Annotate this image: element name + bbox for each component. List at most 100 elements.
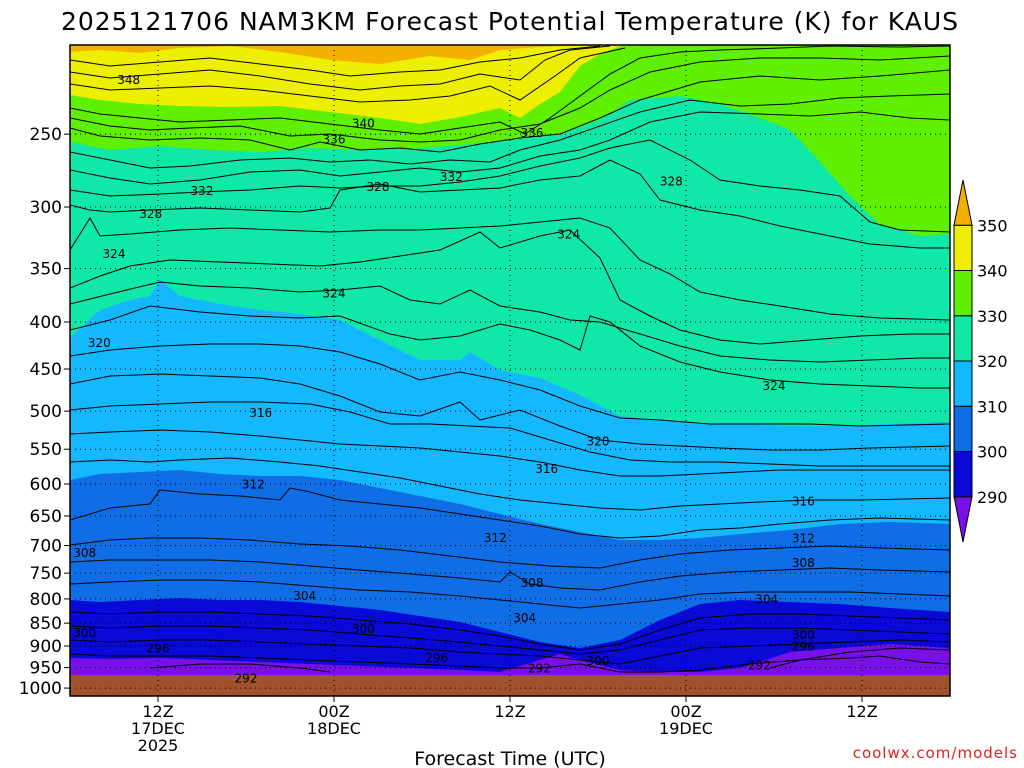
contour-label: 312 [242,477,265,491]
contour-label: 292 [235,671,258,685]
contour-line [70,429,950,477]
contour-line [70,111,950,185]
y-tick-label: 700 [30,537,62,557]
contour-line [70,559,950,591]
contour-line [70,281,950,363]
x-tick-label: 17DEC [131,719,185,738]
y-tick-label: 450 [30,360,62,380]
contour-line [70,487,950,539]
plot-area: 348 340 336 336 332 328 332 328 328 324 324 324 320 3… [70,45,950,696]
contour-label: 316 [535,462,558,476]
contour-line [70,139,950,233]
colorbar-label: 350 [977,216,1008,235]
colorbar-segment [953,224,973,271]
colorbar-segment [953,405,973,452]
x-axis-title: Forecast Time (UTC) [414,748,605,768]
contour-label: 332 [440,170,463,184]
contour-label: 296 [147,642,170,656]
y-tick-label: 800 [30,590,62,610]
x-tick-label: 2025 [138,736,179,755]
contour-label: 316 [249,406,272,420]
y-axis: 250 300 350 400 450 500 550 600 650 700 750 800 850 9… [19,125,70,699]
contour-label: 328 [367,180,390,194]
colorbar-label: 340 [977,262,1008,281]
contour-label: 324 [323,286,346,300]
y-tick-label: 350 [30,260,62,280]
contour-lines [70,45,950,673]
y-tick-label: 400 [30,313,62,333]
contour-label: 324 [763,379,786,393]
contour-labels: 348 340 336 336 332 328 332 328 328 324 324 324 320 3… [73,73,815,686]
contour-label: 304 [513,611,536,625]
contour-label: 348 [117,73,140,87]
contour-line [70,55,950,143]
colorbar-segment [953,360,973,407]
contour-label: 328 [660,174,683,188]
y-tick-label: 650 [30,507,62,527]
contour-line [70,611,950,651]
contour-label: 320 [88,336,111,350]
contour-line [70,401,950,467]
colorbar-label: 310 [977,397,1008,416]
contour-line [70,305,950,389]
colorbar-segment [953,315,973,362]
chart-title: 2025121706 NAM3KM Forecast Potential Tem… [61,7,959,36]
x-tick-label: 00Z [670,702,701,721]
colorbar-label: 330 [977,307,1008,326]
y-tick-label: 250 [30,125,62,145]
colorbar-segment [953,451,973,498]
colorbar-label: 290 [977,488,1008,507]
contour-label: 320 [587,435,610,449]
contour-label: 324 [557,228,580,242]
y-tick-label: 950 [30,659,62,679]
y-tick-label: 1000 [19,679,62,699]
contour-label: 312 [484,531,507,545]
y-tick-label: 900 [30,637,62,657]
colorbar: 290 300 310 320 330 340 350 [953,179,1008,543]
x-tick-label: 12Z [142,702,173,721]
contour-line [70,639,950,665]
contour-label: 292 [748,659,771,673]
x-tick-label: 19DEC [659,719,713,738]
contour-label: 324 [103,247,126,261]
contour-line [70,373,950,451]
contour-label: 332 [191,184,214,198]
contour-line [70,45,601,77]
y-tick-label: 850 [30,614,62,634]
colorbar-segment [953,496,973,543]
contour-label: 308 [521,576,544,590]
contour-label: 316 [792,494,815,508]
contour-label: 300 [352,622,375,636]
contour-label: 312 [792,532,815,546]
x-tick-label: 12Z [846,702,877,721]
contour-label: 308 [73,546,96,560]
contour-line [70,159,950,249]
contour-line [70,229,950,345]
contour-label: 300 [587,654,610,668]
colorbar-label: 300 [977,443,1008,462]
contour-line [70,537,950,569]
contour-line [70,579,950,609]
contour-label: 304 [755,592,778,606]
credit-text: coolwx.com/models [853,744,1018,762]
contour-label: 292 [528,662,551,676]
y-tick-label: 300 [30,198,62,218]
contour-line [70,625,950,655]
y-tick-label: 750 [30,564,62,584]
y-tick-label: 600 [30,475,62,495]
contour-label: 328 [139,207,162,221]
colorbar-segment [953,270,973,317]
y-tick-label: 500 [30,402,62,422]
colorbar-label: 320 [977,352,1008,371]
contour-line [70,45,611,91]
y-tick-label: 550 [30,440,62,460]
contour-line [70,217,950,321]
contour-label: 296 [425,651,448,665]
grid-lines [70,45,950,696]
contour-label: 300 [73,626,96,640]
contour-line [70,343,950,427]
colorbar-segment [953,179,973,226]
contour-line [149,655,950,673]
